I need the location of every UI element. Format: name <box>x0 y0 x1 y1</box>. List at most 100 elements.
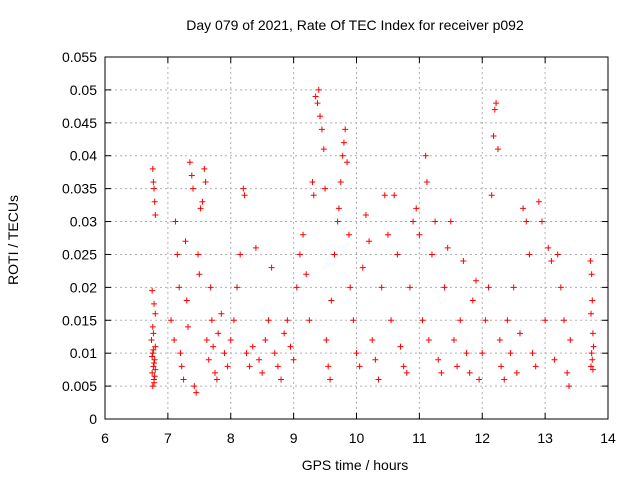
data-point <box>202 179 209 186</box>
y-tick-label: 0.025 <box>62 246 97 262</box>
data-point <box>504 317 511 324</box>
data-point <box>589 297 596 304</box>
data-point <box>372 356 379 363</box>
data-point <box>149 287 156 294</box>
data-point <box>410 218 417 225</box>
data-point <box>207 284 214 291</box>
data-point <box>152 310 159 317</box>
data-point <box>203 337 210 344</box>
data-point <box>210 343 217 350</box>
data-point <box>322 185 329 192</box>
x-tick-label: 13 <box>537 430 553 446</box>
data-point <box>177 350 184 357</box>
data-point <box>152 343 159 350</box>
data-point <box>230 317 237 324</box>
y-axis-title: ROTI / TECUs <box>5 195 21 285</box>
data-point <box>416 231 423 238</box>
data-point <box>208 317 215 324</box>
data-point <box>554 251 561 258</box>
data-point <box>290 356 297 363</box>
data-point <box>188 172 195 179</box>
data-point <box>441 284 448 291</box>
x-tick-label: 11 <box>412 430 427 446</box>
data-point <box>184 323 191 330</box>
data-point <box>513 369 520 376</box>
data-point <box>485 284 492 291</box>
data-point <box>259 369 266 376</box>
data-point <box>240 185 247 192</box>
x-tick-labels: 6 7 8 9 10 11 12 13 14 <box>101 430 616 446</box>
data-point <box>369 337 376 344</box>
x-axis-title: GPS time / hours <box>302 457 409 473</box>
data-point <box>340 139 347 146</box>
data-point <box>435 356 442 363</box>
y-tick-label: 0.045 <box>62 115 97 131</box>
data-point <box>149 323 156 330</box>
data-point <box>234 284 241 291</box>
data-point <box>174 251 181 258</box>
data-point <box>212 369 219 376</box>
data-point <box>241 192 248 199</box>
data-point <box>327 376 334 383</box>
data-point <box>438 369 445 376</box>
data-point <box>150 179 157 186</box>
data-point <box>195 251 202 258</box>
data-point <box>221 350 228 357</box>
data-point <box>149 369 156 376</box>
data-point <box>422 152 429 159</box>
data-point <box>498 363 505 370</box>
data-point <box>344 159 351 166</box>
data-point <box>423 179 430 186</box>
data-point <box>588 350 595 357</box>
data-point <box>388 317 395 324</box>
data-point <box>542 317 549 324</box>
y-tick-label: 0.01 <box>70 345 97 361</box>
data-point <box>397 343 404 350</box>
data-points <box>148 86 597 396</box>
data-point <box>375 376 382 383</box>
data-point <box>535 198 542 205</box>
y-tick-label: 0.005 <box>62 378 97 394</box>
data-point <box>566 383 573 390</box>
data-point <box>428 251 435 258</box>
data-point <box>588 271 595 278</box>
y-tick-label: 0.05 <box>70 82 97 98</box>
data-point <box>359 264 366 271</box>
data-point <box>296 251 303 258</box>
data-point <box>454 363 461 370</box>
data-point <box>224 363 231 370</box>
data-point <box>463 350 470 357</box>
data-point <box>284 317 291 324</box>
data-point <box>447 218 454 225</box>
data-point <box>148 337 155 344</box>
data-point <box>560 317 567 324</box>
data-point <box>237 251 244 258</box>
x-tick-label: 8 <box>227 430 235 446</box>
data-point <box>425 337 432 344</box>
y-tick-label: 0.055 <box>62 49 97 65</box>
data-point <box>312 93 319 100</box>
data-point <box>432 218 439 225</box>
data-point <box>320 146 327 153</box>
data-point <box>366 238 373 245</box>
data-point <box>394 251 401 258</box>
data-point <box>151 356 158 363</box>
data-point <box>274 363 281 370</box>
data-point <box>507 350 514 357</box>
data-point <box>172 218 179 225</box>
data-point <box>256 356 263 363</box>
data-point <box>180 376 187 383</box>
x-tick-label: 10 <box>349 430 365 446</box>
data-point <box>347 284 354 291</box>
data-point <box>350 317 357 324</box>
data-point <box>538 218 545 225</box>
data-point <box>444 244 451 251</box>
data-point <box>493 100 500 107</box>
data-point <box>589 330 596 337</box>
data-point <box>317 113 324 120</box>
x-tick-label: 14 <box>600 430 616 446</box>
x-tick-label: 12 <box>474 430 490 446</box>
data-point <box>151 300 158 307</box>
data-point <box>479 350 486 357</box>
data-point <box>309 179 316 186</box>
